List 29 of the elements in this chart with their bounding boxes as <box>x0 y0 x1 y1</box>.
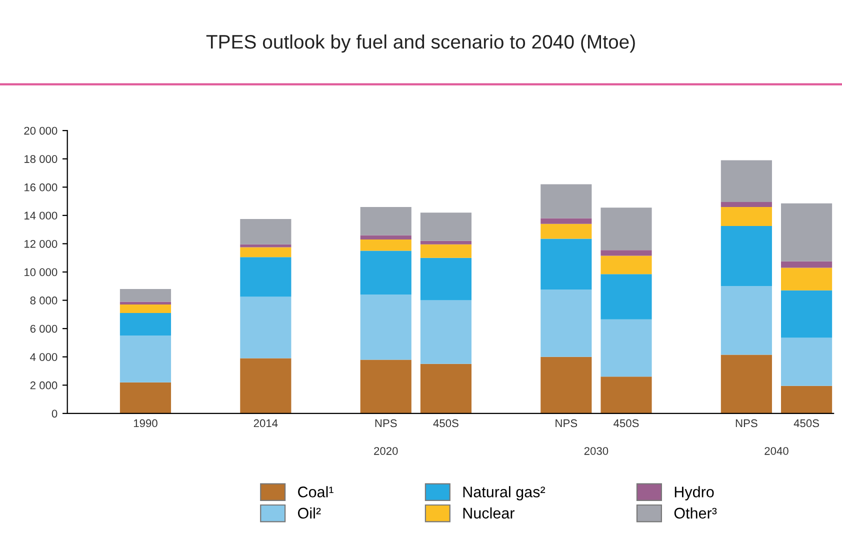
y-tick-label: 20 000 <box>24 126 58 135</box>
x-tick-label: NPS <box>736 419 758 428</box>
y-tick-label: 10 000 <box>24 268 58 276</box>
legend-label: Hydro <box>674 486 714 500</box>
y-tick-label: 18 000 <box>24 155 58 163</box>
x-tick-label: NPS <box>556 419 578 428</box>
y-tick-label: 16 000 <box>24 183 58 192</box>
y-tick-label: 12 000 <box>24 240 58 248</box>
x-tick-label: 450S <box>433 419 458 428</box>
y-tick-label: 8 000 <box>30 296 58 304</box>
legend-label: Natural gas² <box>463 486 546 500</box>
y-tick-label: 6 000 <box>30 324 58 333</box>
text: 2020 <box>374 447 398 455</box>
x-tick-label: 2014 <box>254 419 278 428</box>
legend-label: Nuclear <box>463 507 515 519</box>
y-tick-label: 2 000 <box>30 381 58 390</box>
text: 2040 <box>764 447 788 455</box>
y-tick-label: 14 000 <box>24 212 58 220</box>
x-tick-label: NPS <box>375 419 397 428</box>
x-tick-label: 450S <box>794 419 819 428</box>
x-tick-label: 1990 <box>134 419 158 428</box>
chart-title: TPES outlook by fuel and scenario to 2040 (Mtoe) <box>206 34 635 53</box>
y-tick-label: 0 <box>52 410 58 418</box>
y-tick-label: 4 000 <box>30 353 58 361</box>
legend-label: Oil² <box>298 507 321 519</box>
legend-label: Coal¹ <box>298 486 334 498</box>
x-tick-label: 450S <box>614 419 639 428</box>
legend-label: Other³ <box>674 507 717 519</box>
text: 2030 <box>584 447 608 455</box>
